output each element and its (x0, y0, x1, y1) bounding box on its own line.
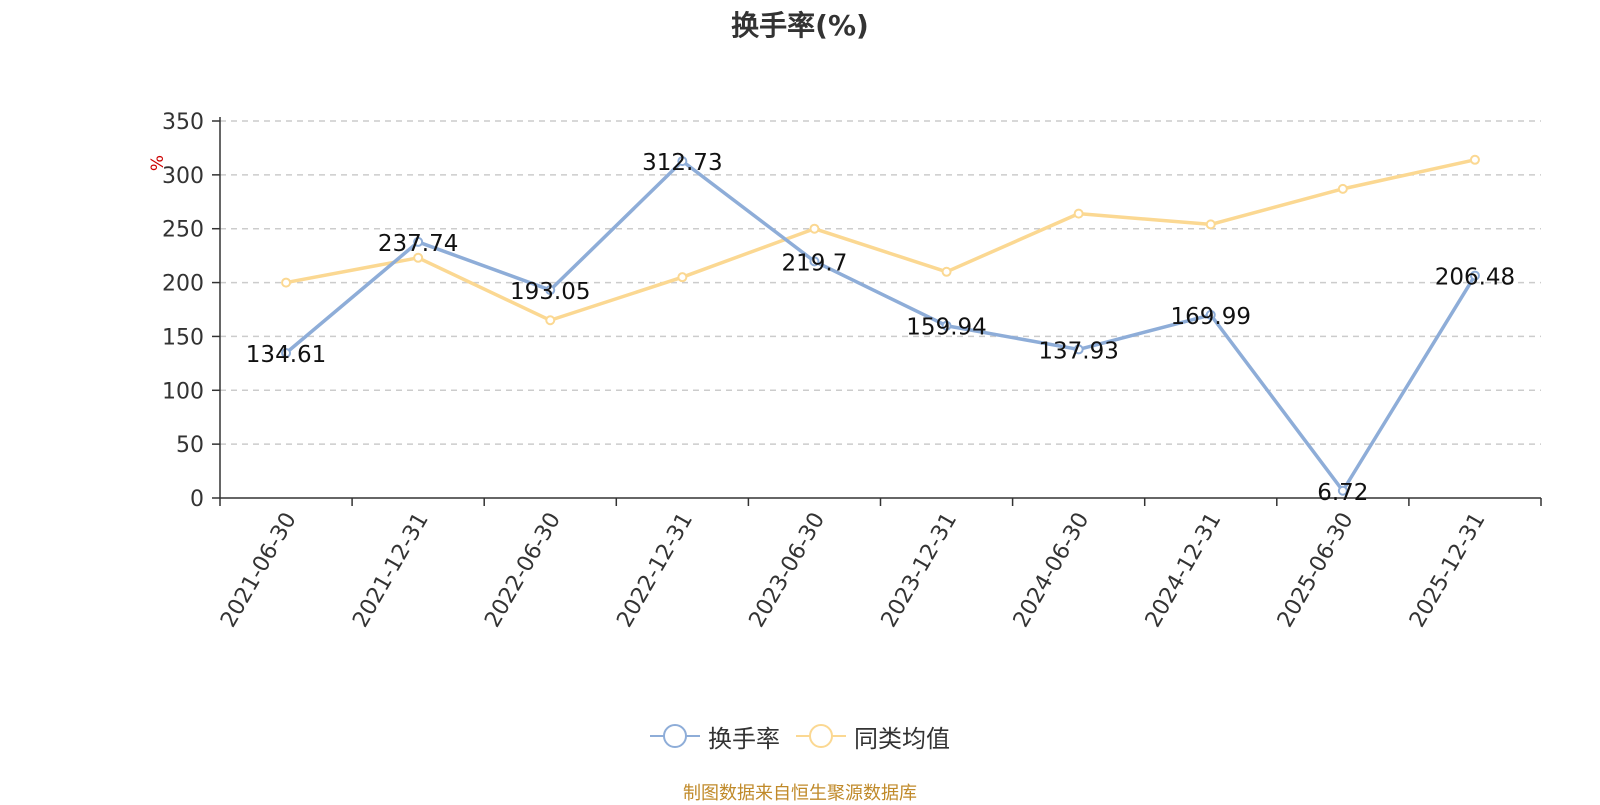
legend-item[interactable]: 同类均值 (796, 719, 950, 754)
data-point (809, 256, 820, 267)
data-label: 159.94 (906, 315, 986, 341)
data-point (545, 285, 556, 296)
x-tick-label: 2025-06-30 (1273, 509, 1359, 632)
data-label: 237.74 (378, 231, 458, 257)
data-point (1205, 309, 1216, 320)
data-point (1205, 219, 1216, 230)
y-tick-label: 200 (162, 272, 204, 297)
x-tick-label: 2024-12-31 (1141, 509, 1227, 632)
data-point (809, 223, 820, 234)
data-point (1469, 154, 1480, 165)
legend: 换手率 同类均值 (0, 719, 1600, 754)
x-tick-label: 2023-12-31 (877, 509, 963, 632)
data-point (413, 252, 424, 263)
data-point (1337, 485, 1348, 496)
legend-label: 同类均值 (854, 724, 950, 753)
data-point (941, 266, 952, 277)
series (281, 154, 1480, 496)
x-tick-label: 2023-06-30 (745, 509, 831, 632)
data-point (281, 277, 292, 288)
data-point (545, 315, 556, 326)
data-label: 312.73 (642, 150, 722, 176)
y-tick-label: 250 (162, 218, 204, 243)
y-tick-label: 50 (176, 433, 204, 458)
axes: 0 50 100 150 200 250 300 350% 2021-06-30 2021-12-… (148, 110, 1542, 632)
data-label: 169.99 (1171, 304, 1251, 330)
data-label: 193.05 (510, 279, 590, 305)
y-tick-label: 100 (162, 379, 204, 404)
legend-swatch (650, 723, 700, 749)
y-tick-label: 0 (190, 487, 204, 512)
data-point (1073, 344, 1084, 355)
legend-swatch (796, 723, 846, 749)
data-labels: 134.61 237.74 193.05 312.73 219.7 159.94 137.9… (246, 150, 1515, 506)
data-label: 137.93 (1038, 338, 1118, 364)
y-tick-label: 150 (162, 325, 204, 350)
series-line (285, 158, 1476, 323)
x-tick-label: 2021-06-30 (216, 509, 302, 632)
legend-item[interactable]: 换手率 (650, 719, 780, 754)
data-label: 134.61 (246, 342, 326, 368)
x-tick-label: 2022-12-31 (612, 509, 698, 632)
data-point (677, 156, 688, 167)
data-point (281, 348, 292, 359)
series-line (284, 159, 1477, 493)
x-tick-label: 2022-06-30 (480, 509, 566, 632)
y-tick-label: 350 (162, 110, 204, 135)
x-tick-label: 2025-12-31 (1405, 509, 1491, 632)
data-label: 219.7 (782, 250, 848, 276)
data-point (413, 236, 424, 247)
chart-title: 换手率(%) (731, 9, 869, 42)
y-axis-unit-label: % (148, 155, 168, 171)
data-point (1073, 208, 1084, 219)
data-point (677, 272, 688, 283)
legend-label: 换手率 (708, 724, 780, 753)
x-tick-label: 2024-06-30 (1009, 509, 1095, 632)
x-tick-label: 2021-12-31 (348, 509, 434, 632)
legend-circle-icon (809, 724, 833, 748)
legend-circle-icon (663, 724, 687, 748)
y-tick-label: 300 (162, 164, 204, 189)
data-point (1337, 183, 1348, 194)
data-label: 6.72 (1317, 480, 1368, 506)
data-label: 206.48 (1435, 265, 1515, 291)
source-note: 制图数据来自恒生聚源数据库 (683, 783, 917, 804)
data-point (1469, 270, 1480, 281)
data-point (941, 320, 952, 331)
gridlines (220, 120, 1541, 445)
